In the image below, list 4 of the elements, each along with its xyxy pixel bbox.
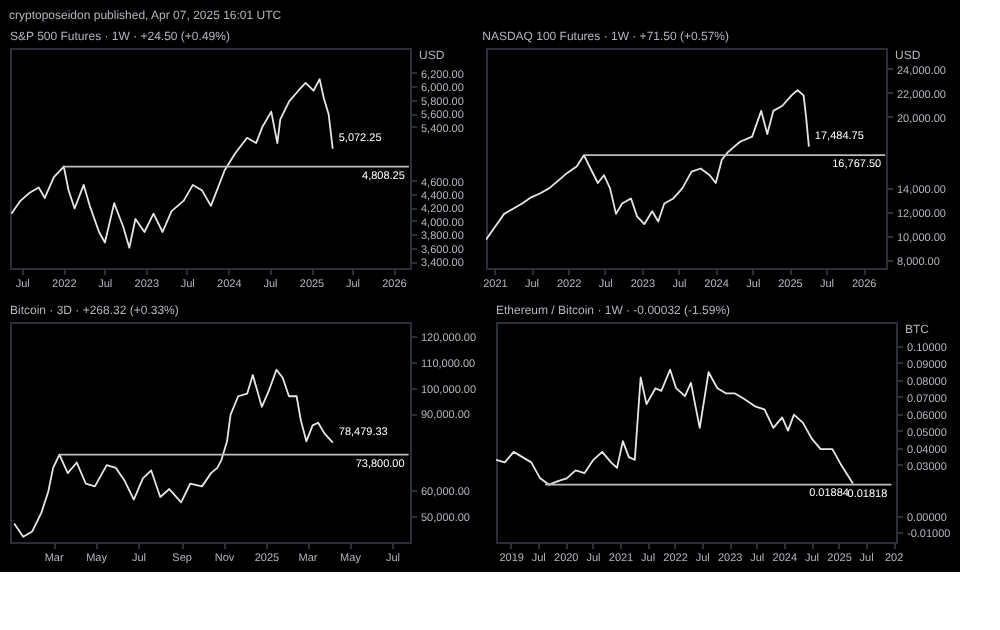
line-series <box>13 368 334 538</box>
line-series <box>486 89 810 241</box>
line-series <box>10 78 334 249</box>
line-series <box>496 368 854 486</box>
